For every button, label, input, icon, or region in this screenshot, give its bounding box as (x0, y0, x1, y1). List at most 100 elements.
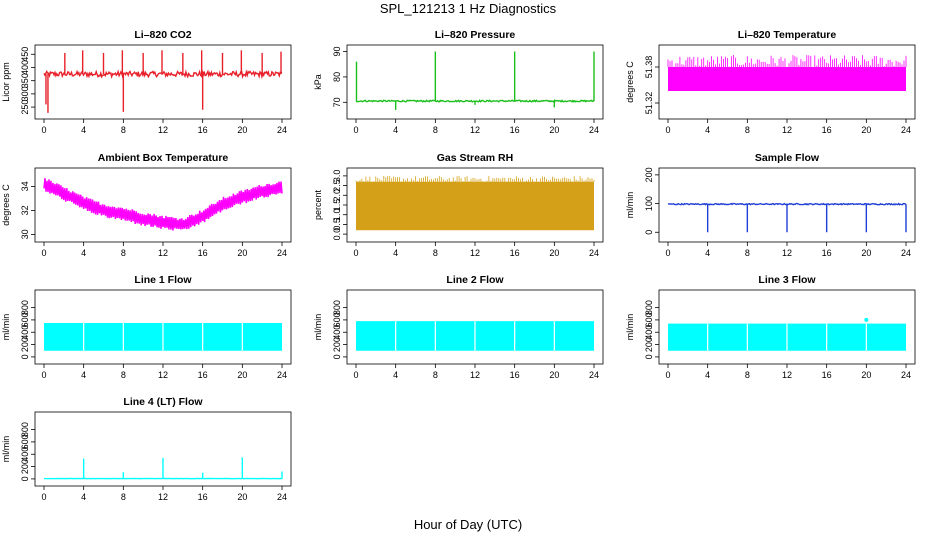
panel-sample-flow: Sample Flow 0 4 8 12 16 20 24 0 100 200 ml/min (625, 152, 916, 258)
y-axis-label: percent (313, 189, 323, 220)
y-tick-label: 400 (332, 325, 342, 340)
y-axis-label: kPa (313, 74, 323, 90)
x-tick-label: 20 (549, 370, 559, 380)
y-axis-label: degrees C (1, 184, 11, 226)
x-tick-label: 24 (277, 125, 287, 135)
x-tick-label: 0 (353, 370, 358, 380)
x-tick-label: 8 (745, 370, 750, 380)
x-tick-label: 8 (745, 125, 750, 135)
series-noise (667, 55, 907, 67)
y-tick-label: 450 (20, 47, 30, 62)
x-tick-label: 0 (41, 492, 46, 502)
plot-frame (34, 167, 292, 243)
series-line (43, 69, 283, 80)
y-tick-label: 0 (332, 354, 342, 359)
x-tick-label: 8 (433, 125, 438, 135)
y-tick-label: 600 (20, 312, 30, 327)
y-tick-label: 2.5 (332, 179, 342, 192)
x-tick-label: 8 (121, 370, 126, 380)
y-tick-label: 0.5 (332, 218, 342, 231)
panel-title: Line 2 Flow (446, 274, 504, 286)
y-tick-label: 70 (332, 97, 342, 107)
y-axis-label: degrees C (625, 61, 635, 103)
y-tick-label: 30 (20, 229, 30, 239)
y-tick-label: 0 (20, 476, 30, 481)
series-band (668, 67, 906, 91)
x-tick-label: 24 (589, 248, 599, 258)
x-tick-label: 20 (861, 370, 871, 380)
panel-title: Ambient Box Temperature (98, 152, 229, 164)
x-tick-label: 0 (665, 370, 670, 380)
series-noise (355, 175, 595, 182)
x-tick-label: 20 (861, 125, 871, 135)
panel-title: Li–820 Pressure (435, 29, 516, 41)
x-tick-label: 4 (81, 125, 86, 135)
x-tick-label: 4 (393, 370, 398, 380)
y-tick-label: 51.32 (644, 92, 654, 115)
panel-title: Li–820 CO2 (134, 29, 191, 41)
y-tick-label: 400 (20, 60, 30, 75)
x-tick-label: 24 (589, 125, 599, 135)
x-tick-label: 24 (277, 492, 287, 502)
y-tick-label: 0.0 (332, 228, 342, 241)
page-title: SPL_121213 1 Hz Diagnostics (379, 1, 557, 16)
panel-title: Sample Flow (755, 152, 820, 164)
x-tick-label: 24 (901, 125, 911, 135)
panel-title: Line 4 (LT) Flow (123, 396, 203, 408)
x-tick-label: 4 (705, 370, 710, 380)
panel-pressure: Li–820 Pressure 0 4 8 12 16 20 24 70 80 90 kPa (313, 29, 604, 135)
y-tick-label: 90 (332, 47, 342, 57)
y-tick-label: 200 (20, 337, 30, 352)
y-axis-label: Licor ppm (1, 62, 11, 102)
y-tick-label: 32 (20, 205, 30, 215)
x-tick-label: 4 (81, 248, 86, 258)
panel-box-temp: Ambient Box Temperature 0 4 8 12 16 20 24 30 32 34… (1, 152, 292, 258)
x-tick-label: 4 (705, 125, 710, 135)
x-tick-label: 12 (782, 370, 792, 380)
y-axis-label: ml/min (1, 314, 11, 341)
x-tick-label: 24 (589, 370, 599, 380)
y-tick-label: 1.5 (332, 199, 342, 212)
x-tick-label: 8 (121, 125, 126, 135)
y-tick-label: 800 (20, 300, 30, 315)
x-tick-label: 0 (353, 248, 358, 258)
x-tick-label: 16 (822, 370, 832, 380)
y-tick-label: 600 (644, 312, 654, 327)
y-tick-label: 350 (20, 73, 30, 88)
y-tick-label: 80 (332, 72, 342, 82)
x-tick-label: 20 (237, 370, 247, 380)
x-tick-label: 20 (549, 248, 559, 258)
panel-title: Line 1 Flow (134, 274, 192, 286)
x-tick-label: 0 (665, 125, 670, 135)
panel-line4: Line 4 (LT) Flow 0 4 8 12 16 20 24 0 200400600800… (1, 396, 292, 502)
x-tick-label: 12 (470, 370, 480, 380)
y-axis-label: ml/min (313, 314, 323, 341)
y-tick-label: 0 (644, 230, 654, 235)
x-tick-label: 16 (822, 248, 832, 258)
x-tick-label: 16 (198, 492, 208, 502)
x-tick-label: 4 (81, 370, 86, 380)
x-tick-label: 12 (158, 370, 168, 380)
x-tick-label: 12 (782, 248, 792, 258)
series-band (356, 181, 594, 231)
x-tick-label: 16 (510, 370, 520, 380)
y-tick-label: 400 (20, 325, 30, 340)
x-tick-label: 12 (470, 125, 480, 135)
y-tick-label: 800 (332, 300, 342, 315)
x-tick-label: 0 (665, 248, 670, 258)
y-tick-label: 200 (20, 459, 30, 474)
y-tick-label: 1.0 (332, 208, 342, 221)
x-tick-label: 16 (198, 370, 208, 380)
x-tick-label: 4 (81, 492, 86, 502)
x-tick-label: 12 (158, 125, 168, 135)
x-tick-label: 4 (393, 125, 398, 135)
y-tick-label: 34 (20, 181, 30, 191)
x-tick-label: 12 (782, 125, 792, 135)
y-tick-label: 300 (20, 86, 30, 101)
x-tick-label: 24 (277, 370, 287, 380)
y-tick-label: 250 (20, 100, 30, 115)
x-tick-label: 16 (822, 125, 832, 135)
